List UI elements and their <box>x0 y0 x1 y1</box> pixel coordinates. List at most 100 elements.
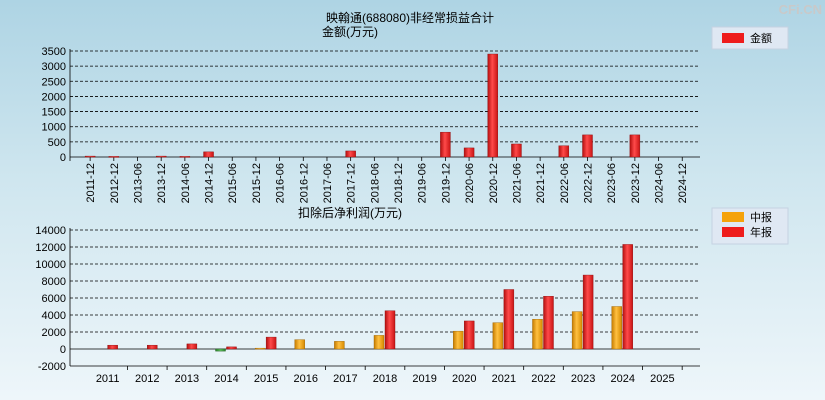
bar <box>487 53 498 158</box>
bar-interim <box>215 348 226 352</box>
x-tick-label: 2020-06 <box>464 163 476 203</box>
bar-annual <box>226 346 237 350</box>
x-tick-label: 2013 <box>175 373 199 385</box>
legend-label-amount: 金额 <box>750 31 772 45</box>
bar-interim <box>532 319 543 350</box>
x-tick-label: 2021 <box>492 373 516 385</box>
bar-interim <box>294 339 305 350</box>
x-tick-label: 2021-12 <box>535 163 547 203</box>
x-tick-label: 2019-06 <box>417 163 429 203</box>
bar-interim <box>571 311 583 350</box>
chart2-title: 扣除后净利润(万元) <box>298 205 402 220</box>
bar <box>511 143 522 158</box>
x-tick-label: 2018-12 <box>393 163 405 203</box>
legend-label-annual: 年报 <box>750 225 772 239</box>
x-tick-label: 2015-06 <box>227 163 239 203</box>
y-tick-label: 14000 <box>35 225 66 237</box>
y-tick-label: 1000 <box>42 122 66 134</box>
bar <box>84 155 96 158</box>
x-tick-label: 2023-12 <box>630 163 642 203</box>
bar <box>629 134 641 158</box>
x-tick-label: 2014 <box>214 373 238 385</box>
x-tick-label: 2019 <box>412 373 436 385</box>
y-tick-label: 3500 <box>42 46 66 58</box>
bar-annual <box>622 244 633 350</box>
x-tick-label: 2014-12 <box>204 163 216 203</box>
chart2-plot: 14000 12000 10000 8000 6000 4000 2000 0 -2000 201… <box>35 225 700 385</box>
y-tick-label: 8000 <box>42 276 66 288</box>
bar-interim <box>611 306 622 350</box>
x-tick-label: 2014-06 <box>180 163 192 203</box>
bar <box>345 150 356 158</box>
bar-annual <box>147 344 158 350</box>
x-tick-label: 2011 <box>96 373 120 385</box>
x-tick-label: 2019-12 <box>440 163 452 203</box>
x-tick-label: 2016-06 <box>275 163 287 203</box>
y-tick-label: 2000 <box>42 327 66 339</box>
legend-swatch-annual <box>722 227 744 237</box>
chart1-plot: 3500 3000 2500 2000 1500 1000 500 0 2011-12 2012-… <box>42 46 700 203</box>
x-tick-label: 2023-06 <box>606 163 618 203</box>
x-tick-label: 2012 <box>135 373 159 385</box>
y-tick-label: 12000 <box>35 242 66 254</box>
bar-annual <box>265 336 277 350</box>
x-tick-label: 2011-12 <box>85 163 97 203</box>
bar <box>463 147 475 158</box>
y-tick-label: 10000 <box>35 259 66 271</box>
y-tick-label: 2000 <box>42 91 66 103</box>
chart1-ylabel: 金额(万元) <box>322 24 378 39</box>
y-tick-label: 0 <box>60 152 66 164</box>
bar <box>179 156 191 158</box>
y-tick-label: 4000 <box>42 310 66 322</box>
x-tick-label: 2016 <box>294 373 318 385</box>
bar-interim <box>453 330 464 350</box>
y-tick-label: 1500 <box>42 107 66 119</box>
legend-label-interim: 中报 <box>750 210 772 224</box>
x-tick-label: 2022 <box>531 373 555 385</box>
bar-annual <box>582 274 594 350</box>
legend-swatch-amount <box>722 33 744 43</box>
bar-annual <box>503 289 515 350</box>
bar <box>558 145 570 158</box>
x-tick-label: 2020 <box>452 373 476 385</box>
x-tick-label: 2015-12 <box>251 163 263 203</box>
bar-annual <box>543 296 554 350</box>
bar <box>155 155 167 158</box>
x-tick-label: 2012-12 <box>109 163 121 203</box>
x-tick-label: 2017 <box>333 373 357 385</box>
x-tick-label: 2021-06 <box>511 163 523 203</box>
bar-annual <box>384 310 396 350</box>
bar <box>582 134 593 158</box>
y-tick-label: -2000 <box>38 361 66 373</box>
chart2-legend: 中报 年报 <box>711 207 789 245</box>
y-tick-label: 6000 <box>42 293 66 305</box>
x-tick-label: 2018-06 <box>369 163 381 203</box>
y-tick-label: 0 <box>60 344 66 356</box>
bar <box>203 151 214 158</box>
chart1-title: 映翰通(688080)非经常损益合计 <box>326 10 494 25</box>
y-tick-label: 2500 <box>42 76 66 88</box>
x-tick-label: 2015 <box>254 373 278 385</box>
bar <box>440 131 451 158</box>
x-tick-label: 2017-12 <box>346 163 358 203</box>
watermark-text: CFi.CN <box>779 2 822 17</box>
x-tick-label: 2023 <box>571 373 595 385</box>
bar-interim <box>334 341 345 350</box>
x-tick-label: 2024-12 <box>677 163 689 203</box>
bar-interim <box>492 322 504 350</box>
x-tick-label: 2022-06 <box>559 163 571 203</box>
x-tick-label: 2025 <box>650 373 674 385</box>
x-tick-label: 2024-06 <box>654 163 666 203</box>
x-tick-label: 2016-12 <box>298 163 310 203</box>
legend-swatch-interim <box>722 212 744 222</box>
x-tick-label: 2018 <box>373 373 397 385</box>
y-tick-label: 3000 <box>42 61 66 73</box>
y-tick-label: 500 <box>48 137 66 149</box>
bar-interim <box>373 335 385 350</box>
bar <box>108 156 120 158</box>
bar-annual <box>464 320 475 350</box>
x-tick-label: 2022-12 <box>583 163 595 203</box>
chart1-legend: 金额 <box>711 26 789 50</box>
